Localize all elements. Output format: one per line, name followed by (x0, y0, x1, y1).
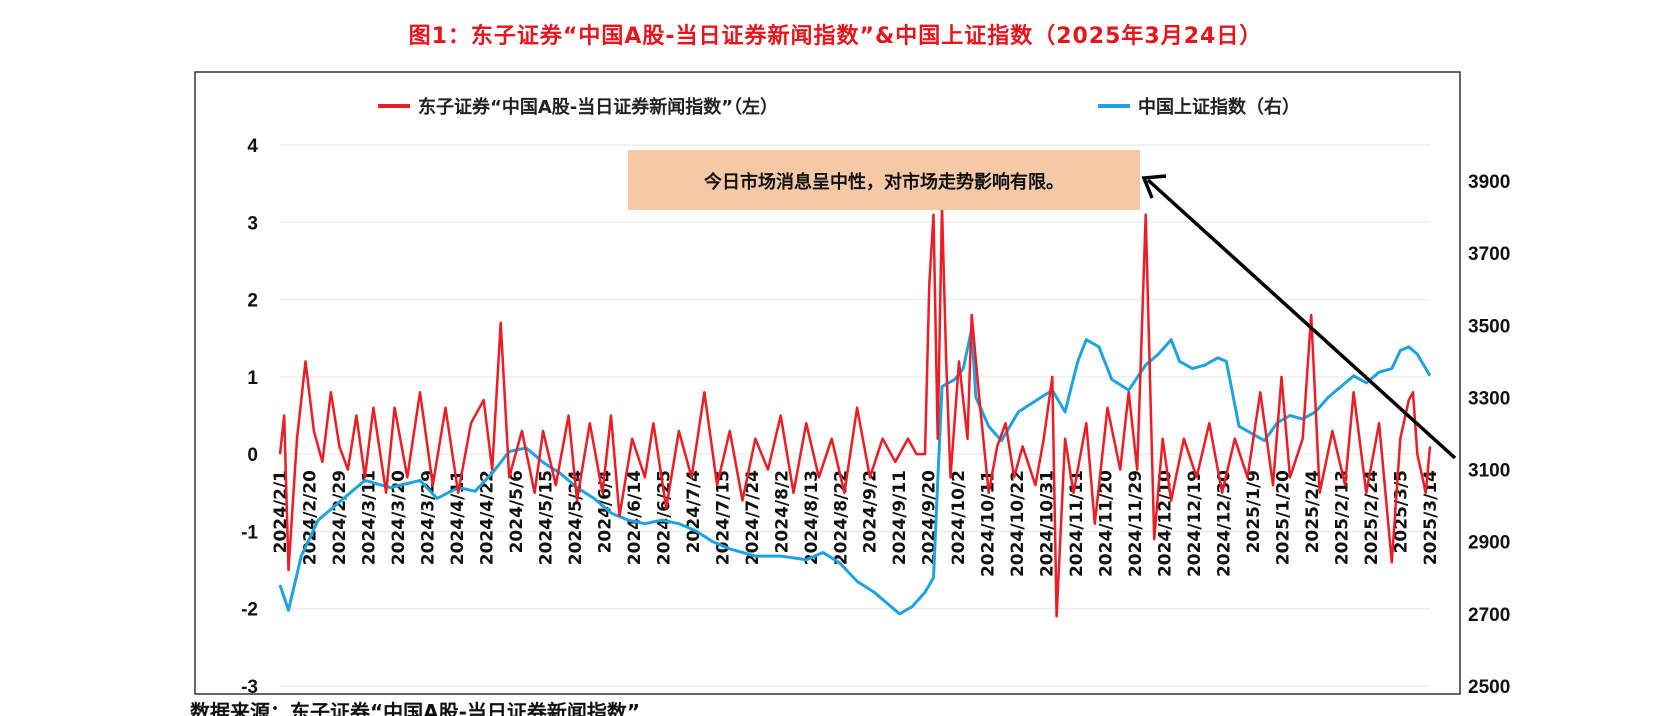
y-axis-left: -3 -2 -1 0 1 2 3 4 (241, 136, 258, 698)
x-tick-label: 2025/1/20 (1274, 470, 1294, 565)
x-tick-label: 2024/12/30 (1215, 470, 1235, 577)
y-right-tick-label: 3100 (1468, 461, 1510, 482)
y-left-tick-label: 3 (247, 213, 258, 234)
x-tick-label: 2025/2/4 (1303, 470, 1323, 554)
x-tick-label: 2024/10/2 (949, 470, 969, 565)
x-tick-label: 2024/2/29 (330, 470, 350, 565)
y-right-tick-label: 3900 (1468, 172, 1510, 193)
y-left-tick-label: -3 (241, 677, 258, 698)
x-tick-label: 2024/3/29 (418, 470, 438, 565)
annotation-arrowhead (1141, 174, 1167, 199)
y-right-tick-label: 2900 (1468, 533, 1510, 554)
x-tick-label: 2025/1/9 (1244, 470, 1264, 553)
x-tick-label: 2024/6/14 (625, 470, 645, 565)
y-right-tick-label: 3300 (1468, 388, 1510, 409)
y-left-tick-label: 0 (247, 445, 258, 466)
series-line-news (278, 205, 1432, 618)
x-axis-ticks: 2024/2/1 2024/2/20 2024/2/29 2024/3/11 2024/… (271, 470, 1441, 577)
y-right-tick-label: 2700 (1468, 605, 1510, 626)
y-axis-right: 2500 2700 2900 3100 3300 3500 3700 3900 (1468, 172, 1510, 698)
legend-label-sse: 中国上证指数（右） (1138, 96, 1300, 118)
x-tick-label: 2024/5/24 (566, 470, 586, 565)
x-tick-label: 2024/5/15 (536, 470, 556, 565)
source-footer: 数据来源：东子证券“中国A股-当日证券新闻指数” (190, 700, 641, 716)
chart-title: 图1：东子证券“中国A股-当日证券新闻指数”&中国上证指数（2025年3月24日… (408, 24, 1263, 49)
y-left-tick-label: 1 (247, 368, 258, 389)
series-line-sse (278, 327, 1432, 616)
x-tick-label: 2024/9/2 (861, 470, 881, 553)
x-tick-label: 2024/11/11 (1067, 470, 1087, 577)
x-tick-label: 2024/3/20 (389, 470, 409, 565)
x-tick-label: 2024/5/6 (507, 470, 527, 553)
y-right-tick-label: 2500 (1468, 677, 1510, 698)
x-tick-label: 2024/8/2 (772, 470, 792, 553)
x-tick-label: 2024/12/19 (1185, 470, 1205, 577)
annotation-text: 今日市场消息呈中性，对市场走势影响有限。 (704, 171, 1064, 193)
annotation-box (628, 150, 1140, 210)
y-left-tick-label: 2 (247, 291, 258, 312)
x-tick-label: 2024/8/13 (802, 470, 822, 565)
x-tick-label: 2024/2/20 (300, 470, 320, 565)
y-right-tick-label: 3700 (1468, 244, 1510, 265)
x-tick-label: 2024/7/15 (713, 470, 733, 565)
gridlines (280, 144, 1430, 687)
x-tick-label: 2025/2/13 (1333, 470, 1353, 565)
x-tick-label: 2024/11/29 (1126, 470, 1146, 577)
x-tick-label: 2024/10/22 (1008, 470, 1028, 577)
x-tick-label: 2024/4/11 (448, 470, 468, 565)
x-tick-label: 2024/3/11 (359, 470, 379, 565)
x-tick-label: 2024/7/4 (684, 470, 704, 554)
legend-label-news: 东子证券“中国A股-当日证券新闻指数”（左） (418, 96, 778, 118)
y-left-tick-label: 4 (247, 136, 258, 157)
x-tick-label: 2024/10/11 (979, 470, 999, 577)
x-tick-label: 2024/10/31 (1038, 470, 1058, 577)
annotation: 今日市场消息呈中性，对市场走势影响有限。 (628, 150, 1457, 460)
annotation-arrow (1146, 178, 1457, 460)
y-left-tick-label: -1 (241, 522, 258, 543)
x-tick-label: 2024/9/11 (890, 470, 910, 565)
x-tick-label: 2024/6/4 (595, 470, 615, 554)
y-right-tick-label: 3500 (1468, 316, 1510, 337)
x-tick-label: 2024/11/20 (1097, 470, 1117, 577)
plot-frame (194, 71, 1461, 695)
x-tick-label: 2024/4/22 (477, 470, 497, 565)
legend: 东子证券“中国A股-当日证券新闻指数”（左） 中国上证指数（右） (378, 96, 1300, 118)
x-tick-label: 2024/7/24 (743, 470, 763, 565)
y-left-tick-label: -2 (241, 600, 258, 621)
x-tick-label: 2024/8/22 (831, 470, 851, 565)
